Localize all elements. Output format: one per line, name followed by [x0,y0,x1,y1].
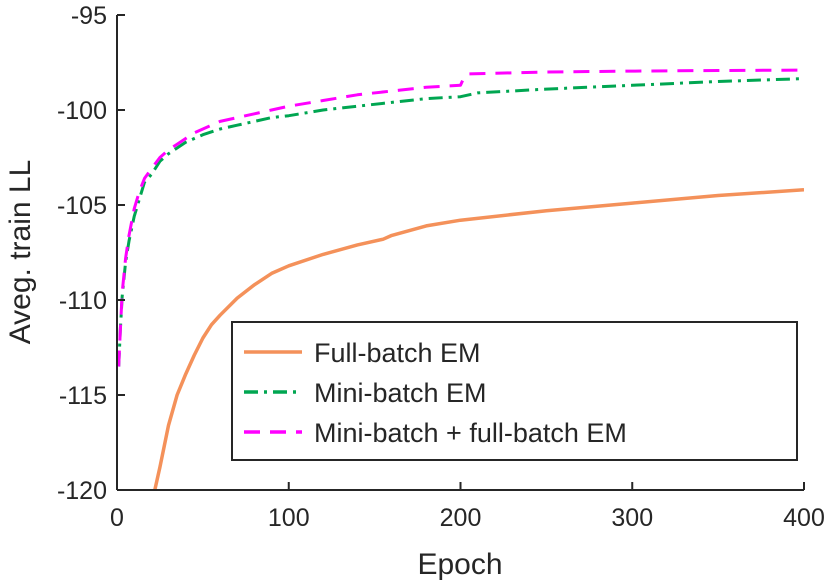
ticks-layer: 0 100 200 300 400 -95 -100 -105 -110 -115 -120 [57,2,825,532]
x-axis-label: Epoch [417,548,502,581]
y-tick-label: -115 [59,382,107,410]
x-tick-label: 100 [268,504,310,532]
series-line-2 [117,77,804,367]
x-tick-label: 300 [611,504,653,532]
x-tick-label: 0 [110,504,124,532]
y-tick-label: -95 [71,2,107,30]
y-tick-label: -120 [57,477,107,505]
legend-label: Mini-batch + full-batch EM [314,418,627,448]
legend: Full-batch EM Mini-batch EM Mini-batch + f… [231,321,798,461]
series-line-1 [153,188,804,490]
x-tick-label: 400 [783,504,825,532]
y-tick-label: -110 [59,287,107,315]
legend-box [231,321,798,461]
x-tick-label: 200 [440,504,482,532]
legend-label: Full-batch EM [314,338,481,368]
y-tick-label: -100 [57,97,107,125]
y-tick-label: -105 [57,192,107,220]
series-layer [117,68,804,490]
series-line-3 [117,68,804,367]
legend-label: Mini-batch EM [314,378,487,408]
legend-entries: Full-batch EM Mini-batch EM Mini-batch + f… [244,338,627,448]
y-axis-label: Aveg. train LL [4,160,37,345]
